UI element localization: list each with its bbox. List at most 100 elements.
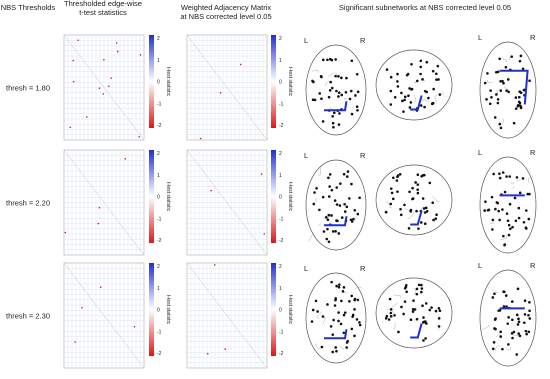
sulcus <box>385 200 392 209</box>
brain-node <box>408 190 411 194</box>
brain-node <box>389 202 393 206</box>
matrix-dot <box>138 136 140 138</box>
brain-node <box>388 297 392 301</box>
brain-node <box>420 283 423 287</box>
brain-node <box>424 337 427 340</box>
subnetwork-edge <box>324 216 348 227</box>
brain-node <box>435 213 438 216</box>
brain-node <box>484 200 487 204</box>
brain-node <box>515 176 519 179</box>
sulcus <box>500 234 508 240</box>
brain-node <box>503 190 507 194</box>
brain-node <box>342 286 346 289</box>
brain-node <box>331 350 334 354</box>
brain-node <box>501 347 504 351</box>
brain-node <box>419 59 423 63</box>
sulcus <box>496 90 498 94</box>
subnetwork-edge <box>324 329 348 340</box>
brain-node <box>438 93 442 96</box>
brain-node <box>511 318 514 322</box>
brain-node <box>332 318 335 322</box>
brain-node <box>496 201 500 205</box>
sulcus <box>407 211 415 219</box>
brain-node <box>518 90 522 94</box>
brain-node <box>396 85 400 88</box>
brain-node <box>402 110 405 113</box>
diagonal <box>63 34 145 141</box>
brain-node <box>490 195 494 199</box>
colorbar-tick: 1 <box>157 58 160 64</box>
brain-node <box>422 339 425 342</box>
brain-node <box>501 79 504 83</box>
brain-node <box>518 334 522 338</box>
brain-node <box>502 305 506 308</box>
brain-node <box>412 299 415 302</box>
brain-node <box>421 304 424 308</box>
brain-node <box>420 174 423 178</box>
brain-node <box>334 58 337 61</box>
threshold-label: thresh = 2.20 <box>6 199 50 208</box>
colorbar <box>271 35 276 128</box>
sulcus <box>413 94 416 102</box>
brain-node <box>337 232 341 235</box>
brain-node <box>405 290 408 294</box>
brain-node <box>513 196 517 200</box>
sulcus <box>434 95 438 103</box>
sulcus <box>501 58 507 63</box>
hemisphere-label: R <box>530 33 536 42</box>
brain-node <box>328 173 332 176</box>
brain-node <box>430 306 433 309</box>
brain-node <box>505 89 508 92</box>
matrix-dot <box>116 50 119 53</box>
brain-node <box>510 55 514 58</box>
brain-node <box>332 111 336 115</box>
sulcus <box>421 98 429 103</box>
brain-node <box>508 175 512 178</box>
sulcus <box>510 182 515 185</box>
brain-node <box>322 230 326 233</box>
brain-node <box>434 217 438 220</box>
brain-node <box>528 79 531 82</box>
colorbar-tick: -2 <box>279 351 284 357</box>
brain-node <box>337 123 341 126</box>
brain-node <box>497 209 500 213</box>
diagonal <box>63 149 145 256</box>
brain-node <box>348 300 351 303</box>
brain-node <box>392 176 395 180</box>
sulcus <box>513 334 520 336</box>
brain-node <box>485 98 488 101</box>
brain-node <box>335 219 338 222</box>
brain-node <box>423 105 426 109</box>
brain-node <box>528 309 531 313</box>
sulcus <box>501 118 504 124</box>
diagonal <box>186 262 268 369</box>
brain-node <box>437 317 441 320</box>
brain-node <box>344 90 348 94</box>
sulcus <box>317 311 323 319</box>
brain-node <box>519 105 523 108</box>
hemisphere-label: R <box>530 148 536 157</box>
brain-node <box>335 89 338 93</box>
brain-node <box>525 332 528 336</box>
matrix-dot <box>210 189 212 192</box>
subnetwork-edge <box>410 95 423 111</box>
brain-node <box>318 208 321 212</box>
subnetwork-edge <box>499 69 529 105</box>
brain-node <box>507 343 510 346</box>
brain-node <box>504 65 508 69</box>
brain-node <box>399 213 403 217</box>
brain-node <box>502 81 505 85</box>
brain-node <box>408 106 412 109</box>
brain-node <box>350 220 354 223</box>
brain-node <box>338 112 341 115</box>
brain-node <box>334 298 337 302</box>
brain-node <box>333 304 337 307</box>
brain-node <box>355 318 359 321</box>
colorbar-tick: -2 <box>157 238 162 244</box>
sulcus <box>312 69 319 73</box>
brain-node <box>416 191 420 195</box>
brain-node <box>318 92 322 95</box>
matrix-dot <box>69 126 72 129</box>
brain-node <box>350 294 354 298</box>
brain-node <box>419 65 423 69</box>
